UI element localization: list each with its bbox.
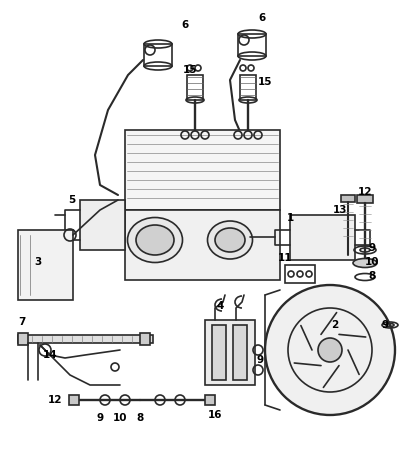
Text: 6: 6 xyxy=(181,20,188,30)
Bar xyxy=(290,215,355,260)
Text: 8: 8 xyxy=(369,271,376,281)
Bar xyxy=(205,395,215,405)
Bar xyxy=(238,34,266,56)
Text: 9: 9 xyxy=(96,413,103,423)
Text: 13: 13 xyxy=(333,205,347,215)
Text: 11: 11 xyxy=(278,253,292,263)
Ellipse shape xyxy=(353,258,377,267)
Text: 15: 15 xyxy=(183,65,197,75)
Bar xyxy=(240,75,256,100)
Text: 6: 6 xyxy=(258,13,265,23)
Bar xyxy=(233,325,247,380)
Bar xyxy=(18,230,73,300)
Bar xyxy=(140,333,150,345)
Text: 4: 4 xyxy=(216,301,224,311)
Bar xyxy=(69,395,79,405)
Text: 12: 12 xyxy=(358,187,372,197)
Text: 10: 10 xyxy=(113,413,127,423)
Text: 12: 12 xyxy=(48,395,62,405)
Bar xyxy=(341,195,355,202)
Text: 7: 7 xyxy=(18,317,26,327)
Text: 1: 1 xyxy=(286,213,294,223)
Text: 10: 10 xyxy=(365,257,379,267)
Ellipse shape xyxy=(136,225,174,255)
Bar xyxy=(125,130,280,210)
Bar xyxy=(212,325,226,380)
Text: 9: 9 xyxy=(256,355,263,365)
Text: 9: 9 xyxy=(369,243,376,253)
Circle shape xyxy=(265,285,395,415)
Bar xyxy=(285,265,315,283)
Bar xyxy=(357,195,373,203)
Bar xyxy=(80,200,125,250)
Bar xyxy=(187,75,203,100)
Text: 5: 5 xyxy=(69,195,76,205)
Bar xyxy=(144,44,172,66)
Text: 15: 15 xyxy=(258,77,272,87)
Bar xyxy=(125,210,280,280)
Text: 3: 3 xyxy=(34,257,42,267)
Bar xyxy=(205,320,255,385)
Ellipse shape xyxy=(128,218,182,263)
Text: 8: 8 xyxy=(136,413,144,423)
Bar xyxy=(18,333,28,345)
Ellipse shape xyxy=(207,221,253,259)
Text: 14: 14 xyxy=(43,350,57,360)
Bar xyxy=(18,335,153,343)
Text: 2: 2 xyxy=(331,320,338,330)
Circle shape xyxy=(318,338,342,362)
Ellipse shape xyxy=(215,228,245,252)
Text: 9: 9 xyxy=(381,320,389,330)
Text: 16: 16 xyxy=(208,410,222,420)
